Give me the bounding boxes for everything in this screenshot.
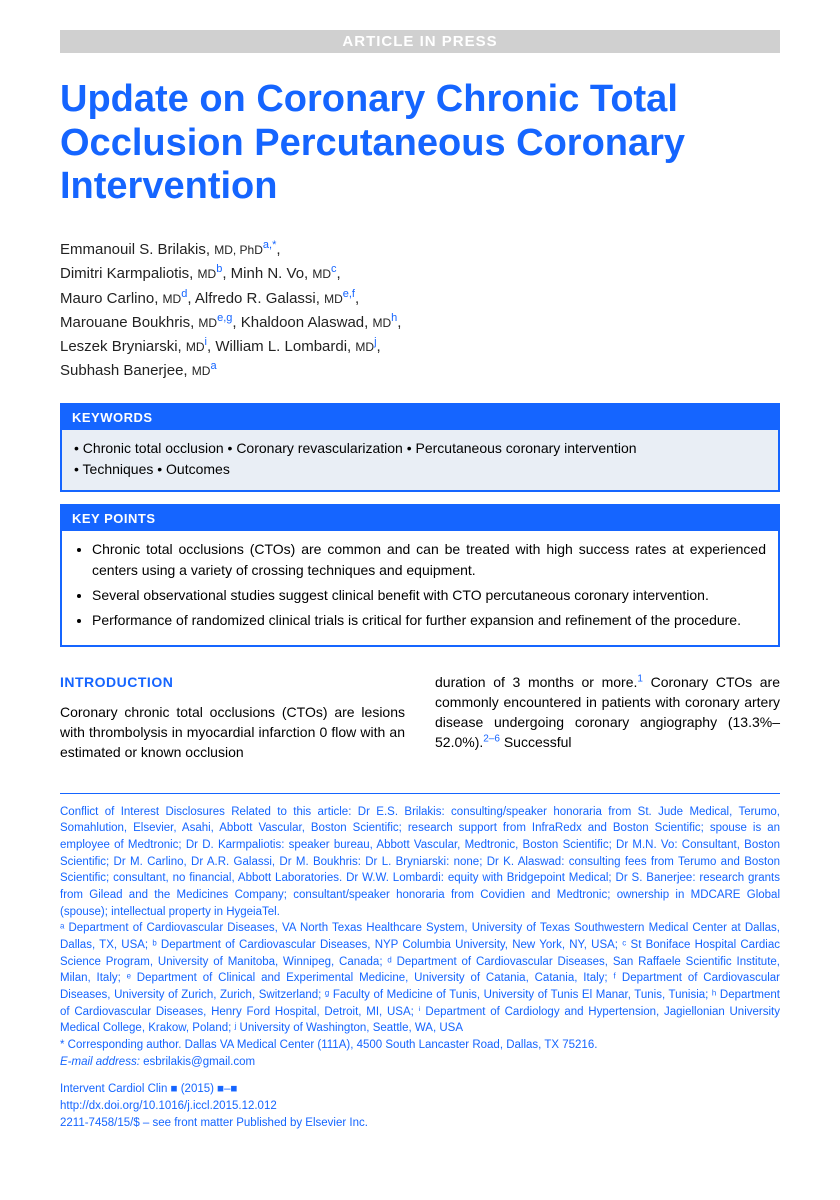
- email-label: E-mail address:: [60, 1056, 140, 1068]
- author-degree: MD: [186, 340, 205, 354]
- author-affiliation-marker: i: [205, 336, 207, 348]
- author: Subhash Banerjee, MDa: [60, 362, 217, 379]
- intro-column-right: duration of 3 months or more.1 Coronary …: [435, 672, 780, 763]
- author-affiliation-marker: e,g: [217, 312, 232, 324]
- affiliations: ᵃ Department of Cardiovascular Diseases,…: [60, 920, 780, 1037]
- author-name: William L. Lombardi,: [215, 338, 355, 355]
- intro-text-left: Coronary chronic total occlusions (CTOs)…: [60, 704, 405, 761]
- author-degree: MD: [192, 364, 211, 378]
- footer-disclosures: Conflict of Interest Disclosures Related…: [60, 793, 780, 1133]
- intro-section: INTRODUCTION Coronary chronic total occl…: [60, 672, 780, 763]
- author-degree: MD: [372, 316, 391, 330]
- author-name: Minh N. Vo,: [231, 265, 313, 282]
- article-status-banner: ARTICLE IN PRESS: [60, 30, 780, 53]
- author: Alfredo R. Galassi, MDe,f,: [195, 290, 359, 307]
- author-degree: MD: [198, 267, 217, 281]
- author-affiliation-marker: a: [210, 360, 216, 372]
- keypoint-item: Chronic total occlusions (CTOs) are comm…: [92, 539, 766, 581]
- intro-column-left: INTRODUCTION Coronary chronic total occl…: [60, 672, 405, 763]
- author-name: Emmanouil S. Brilakis,: [60, 241, 214, 258]
- author-name: Alfredo R. Galassi,: [195, 290, 324, 307]
- keypoints-box: KEY POINTS Chronic total occlusions (CTO…: [60, 504, 780, 647]
- author: Khaldoon Alaswad, MDh,: [241, 314, 402, 331]
- intro-text-right-c: Successful: [500, 734, 572, 750]
- author: Leszek Bryniarski, MDi,: [60, 338, 215, 355]
- journal-meta: Intervent Cardiol Clin ■ (2015) ■–■ http…: [60, 1081, 780, 1133]
- keywords-header: KEYWORDS: [62, 405, 778, 430]
- author-affiliation-marker: a,*: [263, 239, 276, 251]
- author-affiliation-marker: b: [216, 263, 222, 275]
- keypoints-header: KEY POINTS: [62, 506, 778, 531]
- article-title: Update on Coronary Chronic Total Occlusi…: [60, 78, 780, 209]
- author: Minh N. Vo, MDc,: [231, 265, 341, 282]
- author-name: Subhash Banerjee,: [60, 362, 192, 379]
- keypoints-body: Chronic total occlusions (CTOs) are comm…: [62, 531, 778, 645]
- author-degree: MD: [163, 292, 182, 306]
- author-name: Mauro Carlino,: [60, 290, 163, 307]
- author: Mauro Carlino, MDd,: [60, 290, 195, 307]
- author-degree: MD: [355, 340, 374, 354]
- author-name: Leszek Bryniarski,: [60, 338, 186, 355]
- author-degree: MD: [198, 316, 217, 330]
- author-affiliation-marker: j: [374, 336, 376, 348]
- keypoint-item: Several observational studies suggest cl…: [92, 585, 766, 606]
- conflict-of-interest: Conflict of Interest Disclosures Related…: [60, 804, 780, 921]
- author-affiliation-marker: c: [331, 263, 337, 275]
- author: Dimitri Karmpaliotis, MDb,: [60, 265, 231, 282]
- author-degree: MD: [312, 267, 331, 281]
- intro-text-right-a: duration of 3 months or more.: [435, 674, 637, 690]
- keypoint-item: Performance of randomized clinical trial…: [92, 610, 766, 631]
- author-degree: MD, PhD: [214, 243, 263, 257]
- author-name: Dimitri Karmpaliotis,: [60, 265, 198, 282]
- authors-block: Emmanouil S. Brilakis, MD, PhDa,*, Dimit…: [60, 237, 780, 383]
- email-line: E-mail address: esbrilakis@gmail.com: [60, 1054, 780, 1071]
- keywords-line-2: • Techniques • Outcomes: [74, 459, 766, 480]
- keywords-box: KEYWORDS • Chronic total occlusion • Cor…: [60, 403, 780, 492]
- keywords-body: • Chronic total occlusion • Coronary rev…: [62, 430, 778, 490]
- author-name: Marouane Boukhris,: [60, 314, 198, 331]
- issn-line: 2211-7458/15/$ – see front matter Publis…: [60, 1115, 780, 1132]
- reference-2-6[interactable]: 2–6: [483, 734, 500, 745]
- author-degree: MD: [324, 292, 343, 306]
- author-name: Khaldoon Alaswad,: [241, 314, 373, 331]
- email-address[interactable]: esbrilakis@gmail.com: [143, 1056, 255, 1068]
- author: Marouane Boukhris, MDe,g,: [60, 314, 241, 331]
- doi-link[interactable]: http://dx.doi.org/10.1016/j.iccl.2015.12…: [60, 1098, 780, 1115]
- author-affiliation-marker: e,f: [343, 288, 355, 300]
- journal-citation: Intervent Cardiol Clin ■ (2015) ■–■: [60, 1081, 780, 1098]
- author-affiliation-marker: d: [181, 288, 187, 300]
- keywords-line-1: • Chronic total occlusion • Coronary rev…: [74, 438, 766, 459]
- intro-heading: INTRODUCTION: [60, 672, 405, 692]
- author: Emmanouil S. Brilakis, MD, PhDa,*,: [60, 241, 281, 258]
- author: William L. Lombardi, MDj,: [215, 338, 380, 355]
- corresponding-author: * Corresponding author. Dallas VA Medica…: [60, 1037, 780, 1054]
- author-affiliation-marker: h: [391, 312, 397, 324]
